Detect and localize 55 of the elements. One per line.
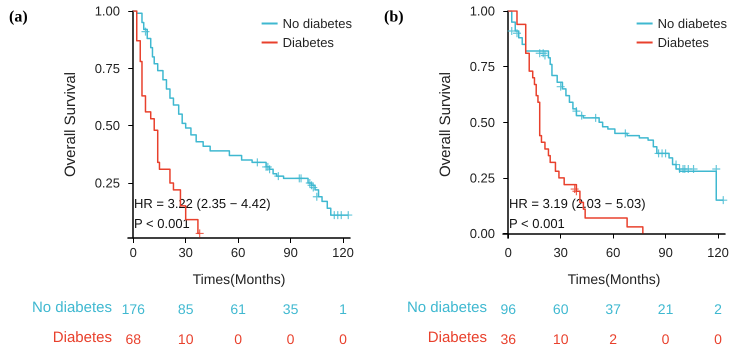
- y-axis-title: Overall Survival: [62, 72, 79, 178]
- text: 0: [286, 331, 295, 347]
- legend-label: No diabetes: [658, 16, 728, 31]
- y-tick-label: 0.25: [470, 170, 495, 186]
- text: 2: [714, 301, 722, 317]
- legend-label: Diabetes: [658, 35, 710, 50]
- text: 37: [605, 301, 622, 317]
- text: 0: [662, 331, 670, 347]
- text: Diabetes: [428, 329, 487, 346]
- text: 96: [500, 301, 516, 317]
- text: 176: [122, 301, 146, 317]
- text: 2: [609, 331, 618, 347]
- x-tick-label: 120: [707, 245, 729, 260]
- y-tick-label: 0.00: [470, 226, 495, 242]
- text: 10: [552, 331, 569, 347]
- text: 36: [500, 331, 516, 347]
- text: 35: [282, 301, 299, 317]
- annotation: P < 0.001: [509, 216, 565, 231]
- x-tick-label: 90: [283, 245, 298, 260]
- legend-label: No diabetes: [282, 16, 352, 31]
- x-tick-label: 60: [230, 245, 246, 260]
- text: 68: [125, 331, 142, 347]
- y-tick-label: 0.75: [94, 60, 120, 76]
- y-axis-title: Overall Survival: [437, 72, 454, 178]
- text: 0: [339, 331, 348, 347]
- text: 61: [230, 301, 246, 317]
- y-tick-label: 0.50: [470, 114, 495, 130]
- y-tick-label: 0.75: [470, 59, 495, 74]
- text: 21: [658, 301, 674, 317]
- annotation: P < 0.001: [134, 216, 190, 231]
- text: 0: [714, 331, 722, 347]
- text: No diabetes: [32, 299, 112, 316]
- y-tick-label: 1.00: [470, 4, 495, 18]
- text: 10: [178, 331, 194, 347]
- x-tick-label: 30: [178, 245, 193, 260]
- x-axis-title: Times(Months): [192, 271, 286, 287]
- x-tick-label: 30: [553, 245, 568, 260]
- text: 0: [234, 331, 242, 347]
- x-tick-label: 120: [332, 245, 354, 260]
- x-tick-label: 60: [606, 245, 620, 260]
- x-axis-title: Times(Months): [568, 271, 660, 287]
- y-tick-label: 0.25: [94, 175, 120, 190]
- x-tick-label: 0: [130, 245, 137, 260]
- text: 60: [552, 301, 569, 317]
- y-tick-label: 0.50: [94, 118, 120, 134]
- text: Diabetes: [52, 329, 112, 346]
- chart-title: (b): [384, 8, 404, 26]
- legend-label: Diabetes: [282, 35, 334, 50]
- text: No diabetes: [406, 299, 487, 316]
- x-tick-label: 90: [658, 245, 673, 260]
- x-tick-label: 0: [504, 245, 512, 260]
- text: 85: [178, 301, 194, 317]
- text: 1: [339, 301, 348, 317]
- chart-title: (a): [9, 8, 28, 26]
- y-tick-label: 1.00: [94, 4, 120, 18]
